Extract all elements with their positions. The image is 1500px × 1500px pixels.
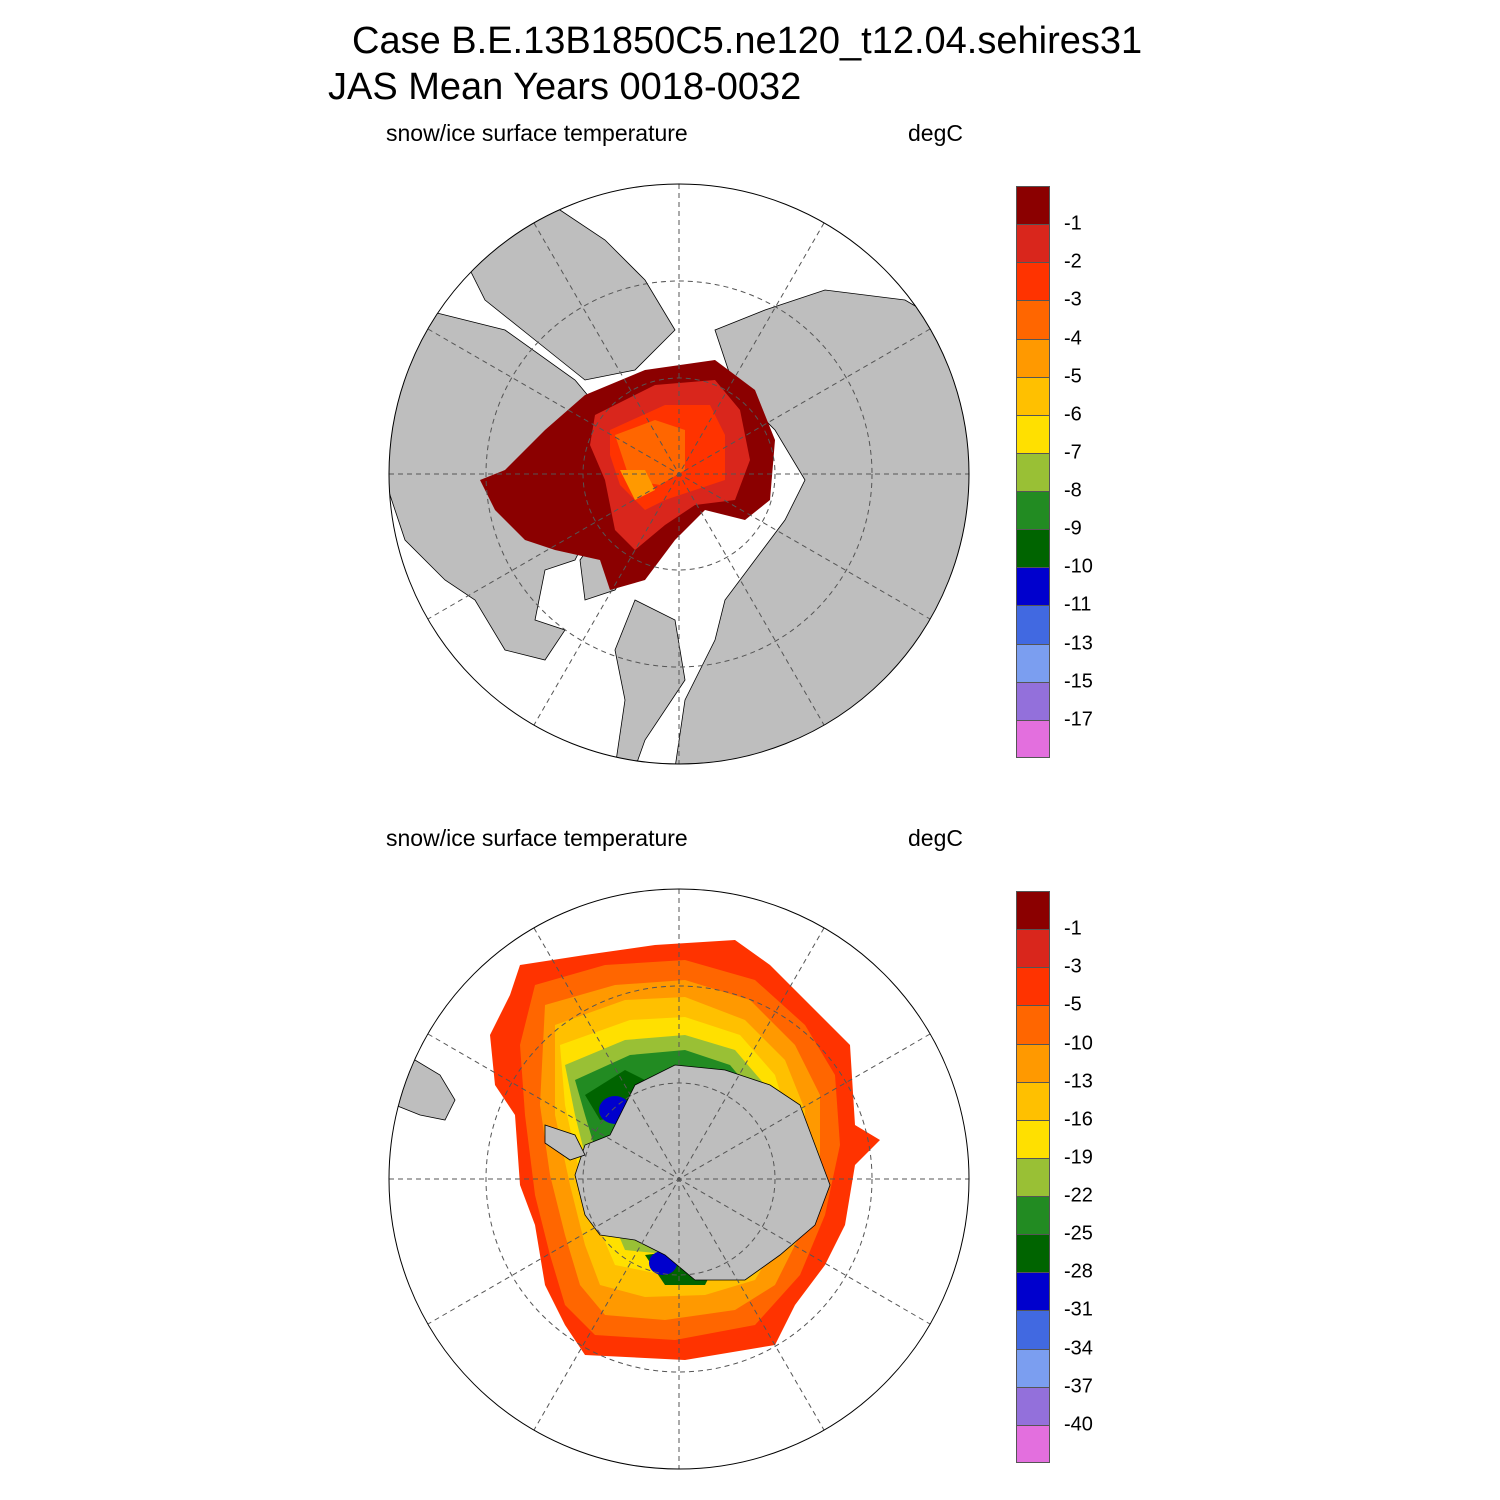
south-colorbar-swatch: [1016, 1386, 1050, 1425]
north-colorbar-label: -2: [1064, 250, 1082, 273]
south-colorbar-label: -10: [1064, 1032, 1093, 1055]
south-colorbar: -1 -3 -5 -10 -13 -16 -19 -22 -25 -28 -31 -34 -37 -40: [1016, 891, 1093, 1463]
south-colorbar-label: -5: [1064, 993, 1082, 1016]
north-colorbar-swatch: [1016, 681, 1050, 720]
south-colorbar-label: -19: [1064, 1146, 1093, 1169]
north-colorbar-swatch: [1016, 224, 1050, 263]
north-polar-map: [388, 183, 970, 765]
north-colorbar-swatch: [1016, 643, 1050, 682]
south-colorbar-label: -34: [1064, 1337, 1093, 1360]
north-colorbar-swatch: [1016, 719, 1050, 758]
south-colorbar-label: -1: [1064, 917, 1082, 940]
south-colorbar-label: -13: [1064, 1070, 1093, 1093]
north-land-europe: [614, 599, 686, 764]
south-colorbar-label: -40: [1064, 1413, 1093, 1436]
south-colorbar-swatch: [1016, 891, 1050, 930]
north-colorbar-label: -3: [1064, 288, 1082, 311]
south-colorbar-swatch: [1016, 1272, 1050, 1311]
south-colorbar-swatch: [1016, 1119, 1050, 1158]
south-colorbar-label: -22: [1064, 1184, 1093, 1207]
south-land-peninsula: [544, 1124, 586, 1161]
north-colorbar-swatch: [1016, 300, 1050, 339]
north-variable-label: snow/ice surface temperature: [386, 120, 688, 146]
case-title: Case B.E.13B1850C5.ne120_t12.04.sehires3…: [352, 20, 1143, 62]
south-units-label: degC: [908, 825, 963, 851]
south-colorbar-swatch: [1016, 1043, 1050, 1082]
south-land-antarctica: [574, 1064, 831, 1281]
north-colorbar-swatch: [1016, 186, 1050, 225]
south-polar-map: [388, 888, 970, 1470]
south-colorbar-swatch: [1016, 929, 1050, 968]
north-colorbar-swatch: [1016, 605, 1050, 644]
north-colorbar-label: -1: [1064, 212, 1082, 235]
north-colorbar-label: -10: [1064, 555, 1093, 578]
north-colorbar-label: -11: [1064, 593, 1092, 616]
north-colorbar: -1 -2 -3 -4 -5 -6 -7 -8 -9 -10 -11 -13 -15 -17: [1016, 186, 1093, 758]
south-colorbar-label: -31: [1064, 1298, 1093, 1321]
south-colorbar-swatch: [1016, 1234, 1050, 1273]
north-colorbar-swatch: [1016, 262, 1050, 301]
south-colorbar-label: -3: [1064, 955, 1082, 978]
north-colorbar-swatch: [1016, 338, 1050, 377]
north-colorbar-label: -17: [1064, 708, 1093, 731]
south-colorbar-swatch: [1016, 1005, 1050, 1044]
north-graticule: [389, 184, 969, 764]
south-colorbar-label: -37: [1064, 1375, 1093, 1398]
south-colorbar-swatch: [1016, 1310, 1050, 1349]
south-colorbar-swatch: [1016, 1424, 1050, 1463]
north-colorbar-swatch: [1016, 567, 1050, 606]
north-ice-core: [615, 420, 685, 485]
north-colorbar-label: -13: [1064, 632, 1093, 655]
south-variable-label: snow/ice surface temperature: [386, 825, 688, 851]
north-colorbar-label: -5: [1064, 365, 1082, 388]
north-colorbar-swatch: [1016, 491, 1050, 530]
north-colorbar-label: -15: [1064, 670, 1093, 693]
south-colorbar-swatch: [1016, 1196, 1050, 1235]
south-colorbar-swatch: [1016, 1157, 1050, 1197]
south-colorbar-label: -28: [1064, 1260, 1093, 1283]
south-colorbar-swatch: [1016, 1348, 1050, 1387]
north-units-label: degC: [908, 120, 963, 146]
north-colorbar-swatch: [1016, 414, 1050, 453]
north-colorbar-label: -9: [1064, 517, 1082, 540]
south-colorbar-label: -25: [1064, 1222, 1093, 1245]
period-title: JAS Mean Years 0018-0032: [328, 66, 802, 108]
north-colorbar-label: -8: [1064, 479, 1082, 502]
north-colorbar-swatch: [1016, 529, 1050, 568]
south-colorbar-swatch: [1016, 967, 1050, 1006]
north-land-asia-east: [464, 199, 676, 381]
north-colorbar-label: -7: [1064, 441, 1082, 464]
south-colorbar-label: -16: [1064, 1108, 1093, 1131]
north-colorbar-label: -6: [1064, 403, 1082, 426]
north-colorbar-swatch: [1016, 376, 1050, 415]
south-colorbar-swatch: [1016, 1081, 1050, 1120]
north-colorbar-label: -4: [1064, 327, 1082, 350]
south-graticule: [389, 889, 969, 1469]
north-colorbar-swatch: [1016, 452, 1050, 492]
